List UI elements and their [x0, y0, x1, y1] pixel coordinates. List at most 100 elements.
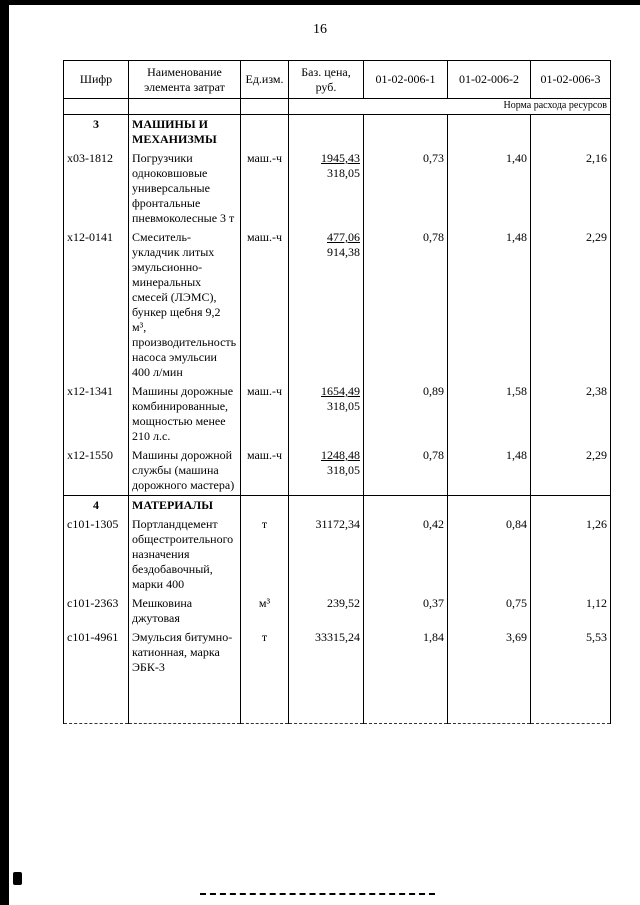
page-number: 16: [313, 22, 327, 37]
section-number: 4: [63, 495, 129, 515]
empty-cell: [530, 677, 611, 724]
empty-cell: [240, 677, 289, 724]
norm-value-1: 0,73: [363, 149, 448, 228]
resource-unit: маш.-ч: [240, 228, 289, 382]
resource-unit: маш.-ч: [240, 446, 289, 496]
norm-value-3: 2,16: [530, 149, 611, 228]
norm-value-1: 0,78: [363, 228, 448, 382]
price-sub: 318,05: [327, 166, 360, 180]
norm-value-2: 1,48: [447, 228, 531, 382]
header-unit: Ед.изм.: [240, 60, 289, 99]
empty-cell: [447, 495, 531, 515]
header-norm-1: 01-02-006-1: [363, 60, 448, 99]
resource-unit: маш.-ч: [240, 149, 289, 228]
norm-value-2: 3,69: [447, 628, 531, 677]
header-price: Баз. цена, руб.: [288, 60, 364, 99]
norm-value-2: 1,40: [447, 149, 531, 228]
price-main: 1248,48: [321, 448, 360, 462]
resource-unit: т: [240, 515, 289, 594]
norm-value-3: 1,12: [530, 594, 611, 628]
norm-value-1: 1,84: [363, 628, 448, 677]
norm-value-2: 0,84: [447, 515, 531, 594]
scan-artifact-left-border: [0, 0, 9, 905]
cost-table: Шифр Наименование элемента затрат Ед.изм…: [63, 60, 611, 724]
resource-code: х03-1812: [63, 149, 129, 228]
empty-cell: [447, 114, 531, 149]
resource-base-price: 239,52: [288, 594, 364, 628]
resource-row: х12-0141 Смеситель-укладчик литых эмульси…: [63, 228, 611, 382]
price-main: 239,52: [327, 596, 360, 610]
norm-value-2: 0,75: [447, 594, 531, 628]
table-header-row: Шифр Наименование элемента затрат Ед.изм…: [63, 60, 611, 99]
resource-row: с101-1305 Портландцемент общестроительног…: [63, 515, 611, 594]
empty-cell: [363, 677, 448, 724]
resource-base-price: 1654,49 318,05: [288, 382, 364, 446]
empty-cell: [288, 677, 364, 724]
resource-name: Эмульсия битумно-катионная, марка ЭБК-3: [128, 628, 241, 677]
table-filler-row: [63, 677, 611, 724]
resource-name: Портландцемент общестроительного назначе…: [128, 515, 241, 594]
price-main: 33315,24: [315, 630, 360, 644]
resource-base-price: 31172,34: [288, 515, 364, 594]
norm-value-1: 0,89: [363, 382, 448, 446]
resource-row: х12-1550 Машины дорожной службы (машина д…: [63, 446, 611, 496]
section-number: 3: [63, 114, 129, 149]
empty-cell: [288, 495, 364, 515]
resource-unit: маш.-ч: [240, 382, 289, 446]
empty-cell: [128, 98, 241, 115]
empty-cell: [530, 114, 611, 149]
empty-cell: [288, 114, 364, 149]
resource-name: Мешковина джутовая: [128, 594, 241, 628]
price-main: 477,06: [327, 230, 360, 244]
price-main: 1654,49: [321, 384, 360, 398]
scan-artifact-top-border: [0, 0, 640, 5]
norm-value-2: 1,48: [447, 446, 531, 496]
resource-row: х12-1341 Машины дорожные комбинированные,…: [63, 382, 611, 446]
norm-value-3: 1,26: [530, 515, 611, 594]
table-body: 3 МАШИНЫ И МЕХАНИЗМЫ х03-1812 Погрузчики од…: [63, 114, 611, 724]
resource-unit: м³: [240, 594, 289, 628]
norm-subheader-row: Норма расхода ресурсов: [63, 98, 611, 115]
resource-unit: т: [240, 628, 289, 677]
empty-cell: [363, 495, 448, 515]
section-header-row: 3 МАШИНЫ И МЕХАНИЗМЫ: [63, 114, 611, 149]
resource-name: Погрузчики одноковшовые универсальные фр…: [128, 149, 241, 228]
price-main: 31172,34: [315, 517, 360, 531]
empty-cell: [63, 677, 129, 724]
price-main: 1945,43: [321, 151, 360, 165]
norm-value-1: 0,78: [363, 446, 448, 496]
header-norm-3: 01-02-006-3: [530, 60, 611, 99]
norm-value-1: 0,37: [363, 594, 448, 628]
resource-base-price: 477,06 914,38: [288, 228, 364, 382]
resource-base-price: 1248,48 318,05: [288, 446, 364, 496]
empty-cell: [363, 114, 448, 149]
empty-cell: [447, 677, 531, 724]
norm-value-1: 0,42: [363, 515, 448, 594]
section-title: МАТЕРИАЛЫ: [128, 495, 241, 515]
empty-cell: [240, 114, 289, 149]
norm-subheader-label: Норма расхода ресурсов: [288, 98, 611, 115]
norm-value-3: 2,38: [530, 382, 611, 446]
empty-cell: [530, 495, 611, 515]
resource-code: х12-1550: [63, 446, 129, 496]
empty-cell: [63, 98, 129, 115]
resource-name: Машины дорожные комбинированные, мощност…: [128, 382, 241, 446]
header-code: Шифр: [63, 60, 129, 99]
scan-artifact-blob: [13, 872, 22, 885]
norm-value-3: 2,29: [530, 446, 611, 496]
resource-name: Машины дорожной службы (машина дорожного…: [128, 446, 241, 496]
section-title: МАШИНЫ И МЕХАНИЗМЫ: [128, 114, 241, 149]
resource-row: с101-2363 Мешковина джутовая м³ 239,52 0,37 0…: [63, 594, 611, 628]
resource-code: х12-1341: [63, 382, 129, 446]
resource-base-price: 33315,24: [288, 628, 364, 677]
norm-value-2: 1,58: [447, 382, 531, 446]
resource-code: с101-1305: [63, 515, 129, 594]
header-name: Наименование элемента затрат: [128, 60, 241, 99]
empty-cell: [128, 677, 241, 724]
empty-cell: [240, 495, 289, 515]
resource-name: Смеситель-укладчик литых эмульсионно-мин…: [128, 228, 241, 382]
norm-value-3: 2,29: [530, 228, 611, 382]
resource-row: х03-1812 Погрузчики одноковшовые универса…: [63, 149, 611, 228]
resource-base-price: 1945,43 318,05: [288, 149, 364, 228]
